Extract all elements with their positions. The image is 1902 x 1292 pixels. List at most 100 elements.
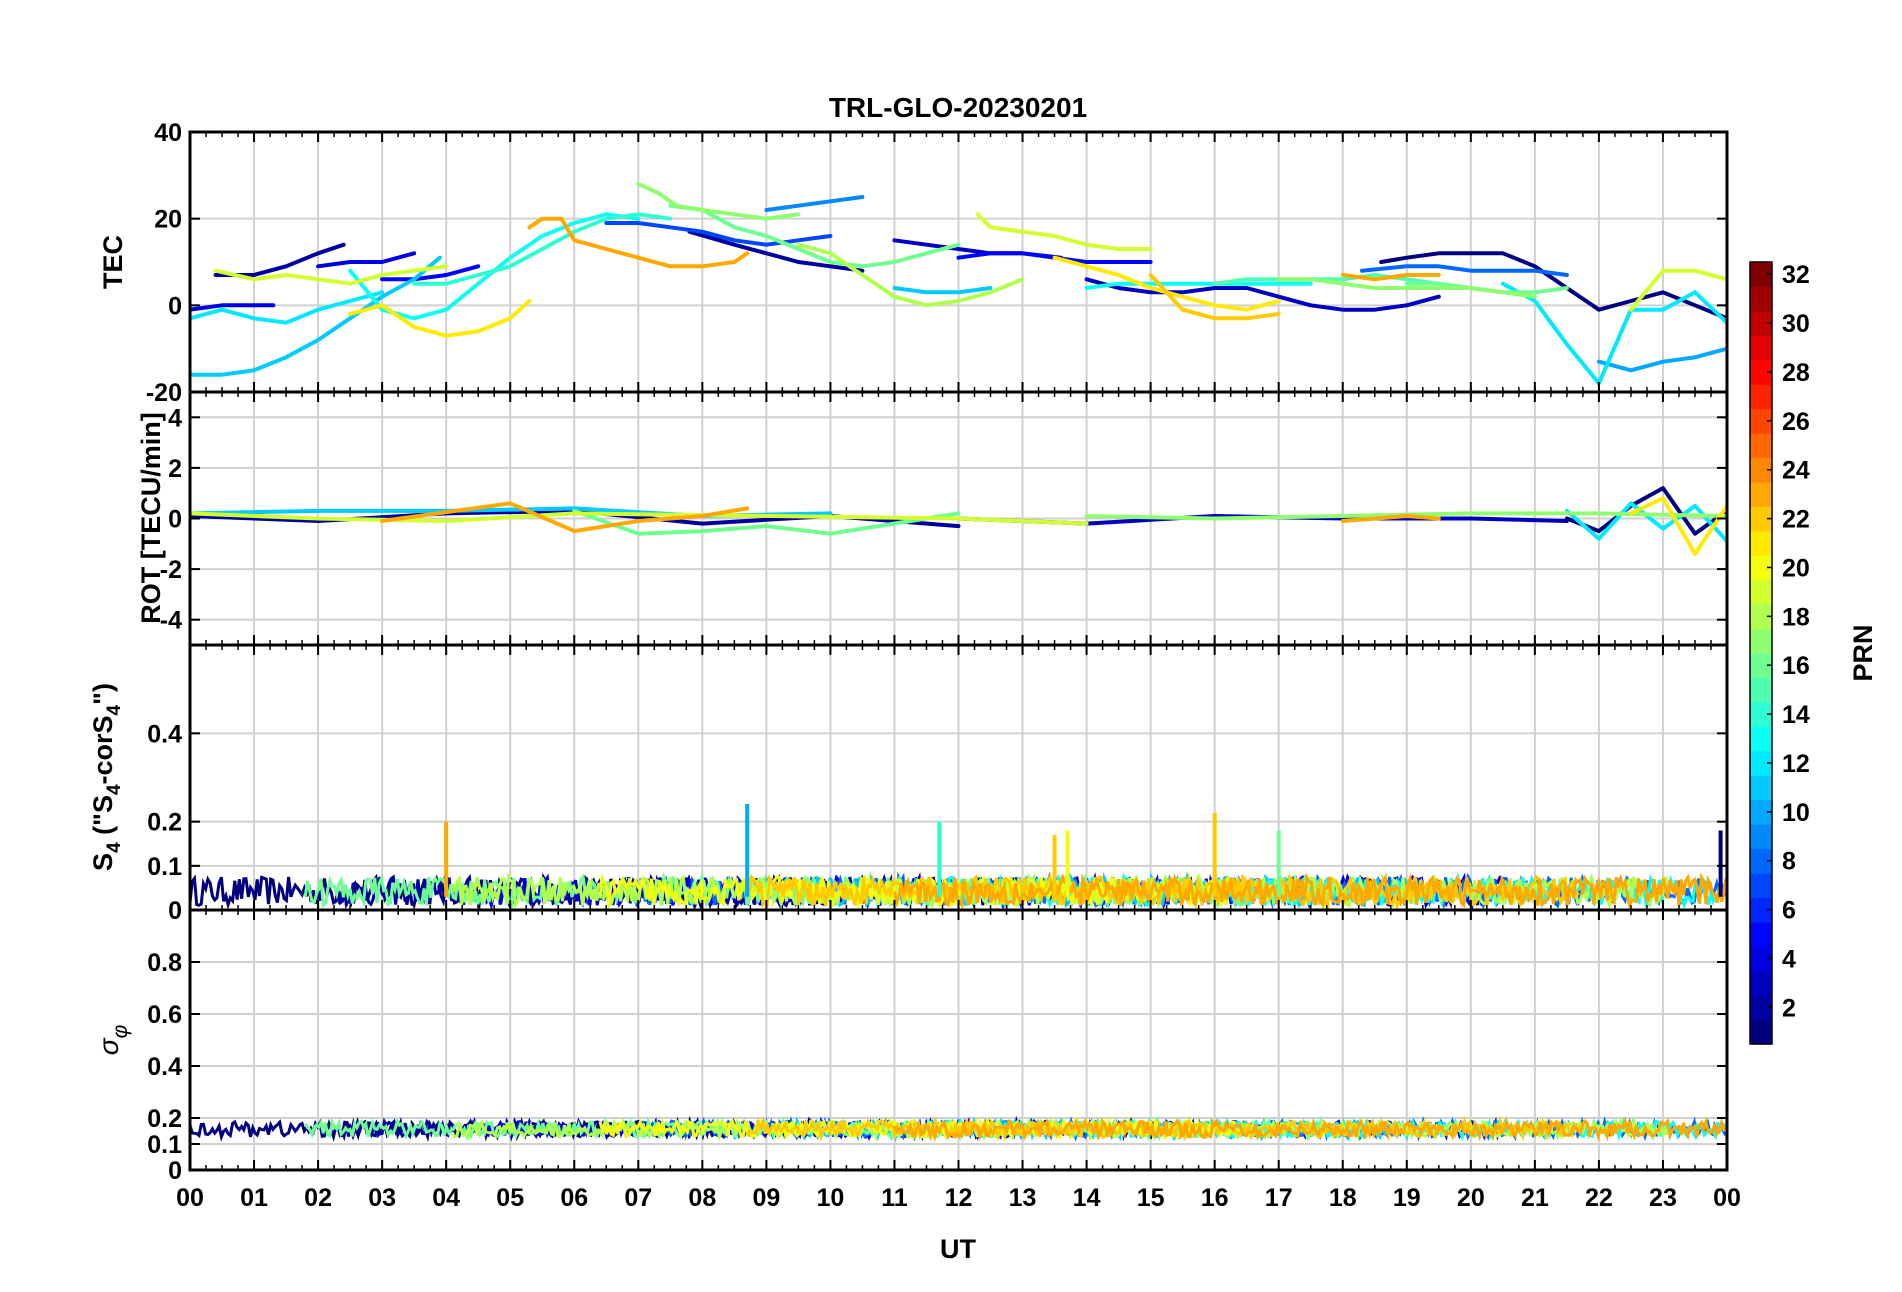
series-line-prn-17 [636, 182, 801, 221]
colorbar-block-12 [1750, 750, 1772, 776]
colorbar-tick-label: 8 [1782, 848, 1796, 876]
series-line-prn-22 [1148, 273, 1281, 321]
colorbar-block-4 [1750, 946, 1772, 972]
y-tick-label: 0.2 [147, 1105, 182, 1133]
colorbar-block-30 [1750, 310, 1772, 336]
colorbar-tick-label: 6 [1782, 897, 1796, 925]
x-tick-label: 20 [1457, 1184, 1485, 1212]
colorbar-block-24 [1750, 457, 1772, 483]
colorbar-block-2 [1750, 995, 1772, 1021]
series-line-prn-9 [764, 195, 865, 212]
y-tick-label: -20 [146, 379, 182, 407]
s4-series [190, 804, 1727, 910]
colorbar-tick-label: 10 [1782, 799, 1810, 827]
colorbar-block-9 [1750, 824, 1772, 850]
colorbar-tick-label: 2 [1782, 994, 1796, 1022]
series-line-prn-4 [190, 303, 276, 312]
colorbar-tick-label: 30 [1782, 310, 1810, 338]
series-line-prn-17 [1276, 277, 1537, 299]
y-tick-label: 0 [168, 1157, 182, 1185]
colorbar-block-29 [1750, 335, 1772, 361]
series-line-prn-12 [190, 290, 385, 325]
colorbar-frame [1749, 261, 1773, 1045]
sigma-phi-y-label: σφ [93, 1024, 132, 1055]
x-tick-label: 09 [752, 1184, 780, 1212]
y-tick-label: 20 [154, 206, 182, 234]
colorbar-block-3 [1750, 970, 1772, 996]
y-tick-label: 0 [168, 506, 182, 534]
series-line-prn-21 [348, 299, 532, 338]
x-tick-label: 08 [688, 1184, 716, 1212]
colorbar-tick-label: 14 [1782, 701, 1810, 729]
series-line-prn-19 [213, 264, 449, 286]
sigma-phi-series [190, 1115, 1727, 1143]
series-line-prn-5 [380, 264, 481, 282]
series-line-prn-16 [572, 508, 961, 536]
colorbar-block-17 [1750, 628, 1772, 654]
series-line-prn-3 [1084, 277, 1441, 312]
x-tick-label: 21 [1521, 1184, 1549, 1212]
x-tick-label: 23 [1649, 1184, 1677, 1212]
x-tick-label: 02 [304, 1184, 332, 1212]
colorbar-block-27 [1750, 384, 1772, 410]
tec-y-label: TEC [98, 235, 128, 289]
y-tick-label: 0.1 [147, 1131, 182, 1159]
series-line-prn-23 [1340, 273, 1441, 282]
x-axis-ticks: 00 01 02 03 04 05 06 07 08 09 10 11 12 13 14 15 16 17 18 19… [176, 1184, 1741, 1212]
colorbar-block-28 [1750, 359, 1772, 385]
colorbar-block-18 [1750, 604, 1772, 630]
y-tick-label: -2 [160, 556, 182, 584]
colorbar-block-21 [1750, 530, 1772, 556]
colorbar-tick-label: 28 [1782, 359, 1810, 387]
series-line-prn-4 [316, 251, 417, 269]
tec-series [190, 182, 1727, 386]
colorbar-label: PRN [1848, 624, 1878, 681]
series-line-prn-11 [892, 286, 993, 295]
x-tick-label: 07 [624, 1184, 652, 1212]
s4-panel: 0 0.1 0.2 0.4 S4 ("S4-corS4") [88, 643, 1729, 925]
colorbar-block-11 [1750, 775, 1772, 801]
y-tick-label: 4 [168, 404, 182, 432]
x-tick-label: 15 [1137, 1184, 1165, 1212]
noise-trace-prn-23 [893, 1115, 1727, 1143]
colorbar-block-19 [1750, 579, 1772, 605]
colorbar-block-8 [1750, 848, 1772, 874]
series-line-prn-15 [1212, 273, 1441, 286]
x-tick-label: 13 [1009, 1184, 1037, 1212]
series-line-prn-13 [348, 212, 641, 321]
rot-y-label: ROT [TECU/min] [136, 412, 166, 623]
colorbar-block-25 [1750, 433, 1772, 459]
colorbar-block-14 [1750, 701, 1772, 727]
x-tick-label: 14 [1073, 1184, 1101, 1212]
x-tick-label: 06 [560, 1184, 588, 1212]
y-tick-label: 2 [168, 455, 182, 483]
colorbar-tick-label: 4 [1782, 945, 1796, 973]
y-tick-label: 0.4 [147, 1053, 182, 1081]
y-tick-label: -4 [160, 607, 182, 635]
y-tick-label: 0 [168, 292, 182, 320]
colorbar-block-10 [1750, 799, 1772, 825]
x-tick-label: 00 [176, 1184, 204, 1212]
colorbar-tick-label: 20 [1782, 554, 1810, 582]
x-tick-label: 17 [1265, 1184, 1293, 1212]
x-tick-label: 12 [945, 1184, 973, 1212]
x-tick-label: 19 [1393, 1184, 1421, 1212]
colorbar-block-1 [1750, 1019, 1772, 1045]
x-tick-label: 11 [881, 1184, 908, 1212]
series-line-prn-12 [1500, 281, 1727, 386]
series-line-prn-2 [687, 229, 865, 273]
series-line-prn-23 [527, 216, 750, 269]
series-line-prn-10 [1596, 346, 1727, 373]
x-tick-label: 05 [496, 1184, 524, 1212]
panel-frame [188, 908, 1729, 1172]
colorbar-block-26 [1750, 408, 1772, 434]
y-tick-label: 0 [168, 897, 182, 925]
colorbar-block-23 [1750, 481, 1772, 507]
series-line-prn-23 [1340, 514, 1441, 523]
colorbar-block-16 [1750, 653, 1772, 679]
x-tick-label: 01 [240, 1184, 268, 1212]
x-tick-label: 10 [817, 1184, 845, 1212]
colorbar-block-31 [1750, 286, 1772, 312]
